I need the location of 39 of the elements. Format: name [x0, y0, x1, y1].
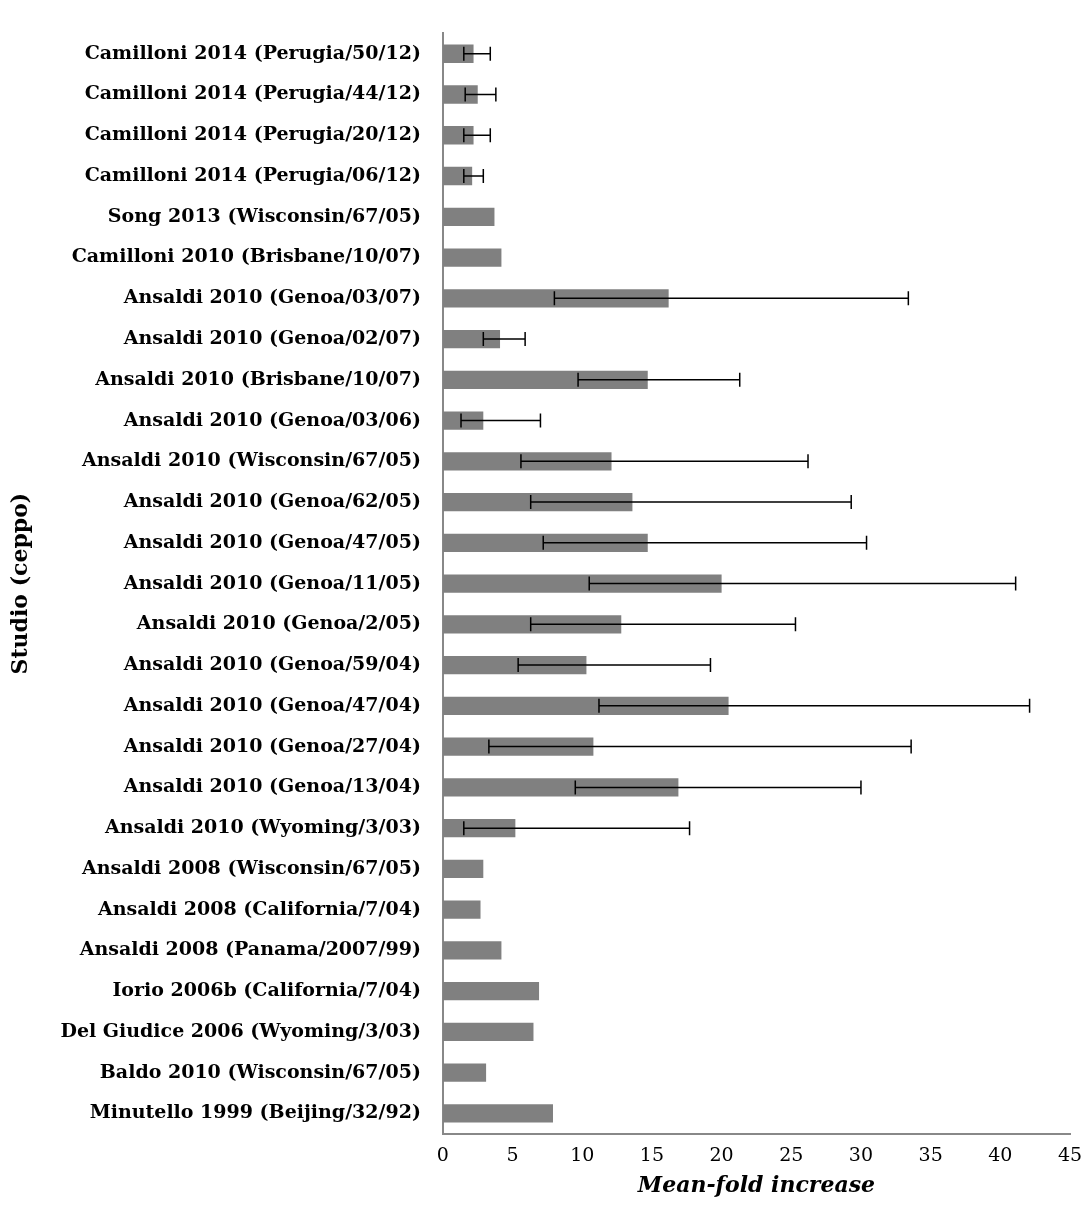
y-tick-label: Ansaldi 2010 (Genoa/11/05) — [122, 570, 421, 593]
x-tick-label: 35 — [918, 1143, 943, 1166]
y-tick-label: Camilloni 2014 (Perugia/06/12) — [84, 162, 421, 185]
y-tick-label: Ansaldi 2010 (Genoa/13/04) — [122, 774, 421, 797]
y-tick-label: Ansaldi 2010 (Genoa/27/04) — [122, 733, 421, 756]
y-tick-label: Camilloni 2010 (Brisbane/10/07) — [71, 244, 421, 267]
y-tick-label: Ansaldi 2010 (Genoa/59/04) — [122, 652, 421, 675]
y-tick-label: Camilloni 2014 (Perugia/50/12) — [84, 40, 421, 63]
x-tick-label: 10 — [570, 1143, 595, 1166]
x-tick-label: 25 — [779, 1143, 804, 1166]
y-tick-label: Camilloni 2014 (Perugia/20/12) — [84, 122, 421, 145]
y-tick-label: Ansaldi 2010 (Genoa/62/05) — [122, 489, 421, 512]
x-tick-label: 40 — [988, 1143, 1013, 1166]
y-tick-label: Ansaldi 2008 (California/7/04) — [96, 896, 421, 919]
y-axis-title: Studio (ceppo) — [5, 492, 32, 675]
y-tick-label: Ansaldi 2010 (Genoa/2/05) — [135, 611, 421, 634]
y-tick-label: Baldo 2010 (Wisconsin/67/05) — [99, 1059, 421, 1082]
y-tick-label: Ansaldi 2010 (Genoa/47/04) — [122, 692, 421, 715]
y-tick-label: Del Giudice 2006 (Wyoming/3/03) — [60, 1018, 421, 1041]
y-tick-label: Ansaldi 2008 (Panama/2007/99) — [78, 937, 421, 960]
y-tick-label: Camilloni 2014 (Perugia/44/12) — [84, 81, 421, 104]
y-tick-label: Ansaldi 2010 (Genoa/03/07) — [122, 285, 421, 308]
x-tick-label: 20 — [709, 1143, 734, 1166]
y-tick-label: Song 2013 (Wisconsin/67/05) — [107, 203, 421, 226]
y-tick-label: Ansaldi 2010 (Brisbane/10/07) — [94, 366, 421, 389]
y-tick-label: Iorio 2006b (California/7/04) — [112, 978, 421, 1001]
x-tick-label: 45 — [1057, 1143, 1083, 1166]
y-tick-label: Ansaldi 2008 (Wisconsin/67/05) — [81, 855, 421, 878]
y-tick-label: Ansaldi 2010 (Wyoming/3/03) — [103, 815, 421, 838]
y-tick-label: Ansaldi 2010 (Genoa/47/05) — [122, 529, 421, 552]
y-tick-label: Ansaldi 2010 (Genoa/03/06) — [122, 407, 421, 430]
y-tick-label: Ansaldi 2010 (Wisconsin/67/05) — [81, 448, 421, 471]
x-axis-title: Mean-fold increase — [636, 1170, 876, 1197]
x-tick-label: 5 — [506, 1143, 519, 1166]
x-tick-label: 30 — [848, 1143, 874, 1166]
y-tick-label: Minutello 1999 (Beijing/32/92) — [89, 1100, 421, 1123]
y-tick-label: Ansaldi 2010 (Genoa/02/07) — [122, 326, 421, 348]
x-tick-label: 0 — [436, 1143, 449, 1166]
x-tick-label: 15 — [639, 1143, 665, 1166]
